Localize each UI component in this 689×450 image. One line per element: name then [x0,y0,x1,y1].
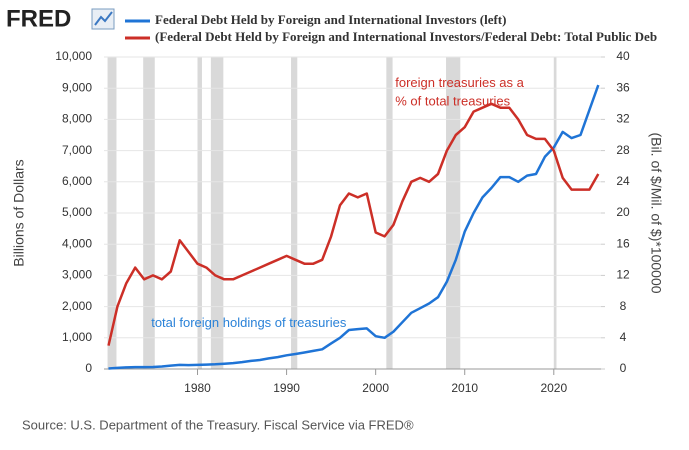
y-tick-label: 6,000 [62,174,92,188]
y-tick-label: 5,000 [62,205,92,219]
series-line [107,102,600,346]
annotation: % of total treasuries [395,94,510,109]
y-tick-label: 8,000 [62,112,92,126]
source-note: Source: U.S. Department of the Treasury.… [22,417,414,432]
y2-tick-label: 8 [620,299,627,313]
y-tick-label: 0 [85,361,92,375]
y-tick-label: 4,000 [62,236,92,250]
y2-tick-label: 4 [620,330,627,344]
y2-tick-label: 0 [620,361,627,375]
y-axis-title: Billions of Dollars [11,159,27,266]
y2-tick-label: 16 [616,236,630,250]
y2-axis-title: (Bil. of $/Mil. of $)*100000 [648,132,664,293]
x-tick-label: 2010 [451,381,478,395]
y2-tick-label: 32 [616,112,630,126]
x-tick-label: 2020 [540,381,567,395]
annotation: total foreign holdings of treasuries [151,315,347,330]
y-tick-label: 7,000 [62,143,92,157]
y2-tick-label: 24 [616,174,630,188]
series-line [108,84,600,370]
y2-tick-label: 20 [616,205,630,219]
y2-tick-label: 12 [616,268,630,282]
logo: FRED [6,5,71,32]
legend-label: (Federal Debt Held by Foreign and Intern… [155,29,657,44]
y-tick-label: 9,000 [62,80,92,94]
legend-label: Federal Debt Held by Foreign and Interna… [155,12,506,27]
annotation: foreign treasuries as a [395,75,524,90]
y-tick-label: 1,000 [62,330,92,344]
y-tick-label: 3,000 [62,268,92,282]
y2-tick-label: 40 [616,49,630,63]
x-tick-label: 2000 [362,381,389,395]
y2-tick-label: 28 [616,143,630,157]
logo-icon [91,8,115,30]
x-tick-label: 1990 [273,381,300,395]
y-tick-label: 2,000 [62,299,92,313]
y-tick-label: 10,000 [55,49,92,63]
x-tick-label: 1980 [184,381,211,395]
y2-tick-label: 36 [616,80,630,94]
